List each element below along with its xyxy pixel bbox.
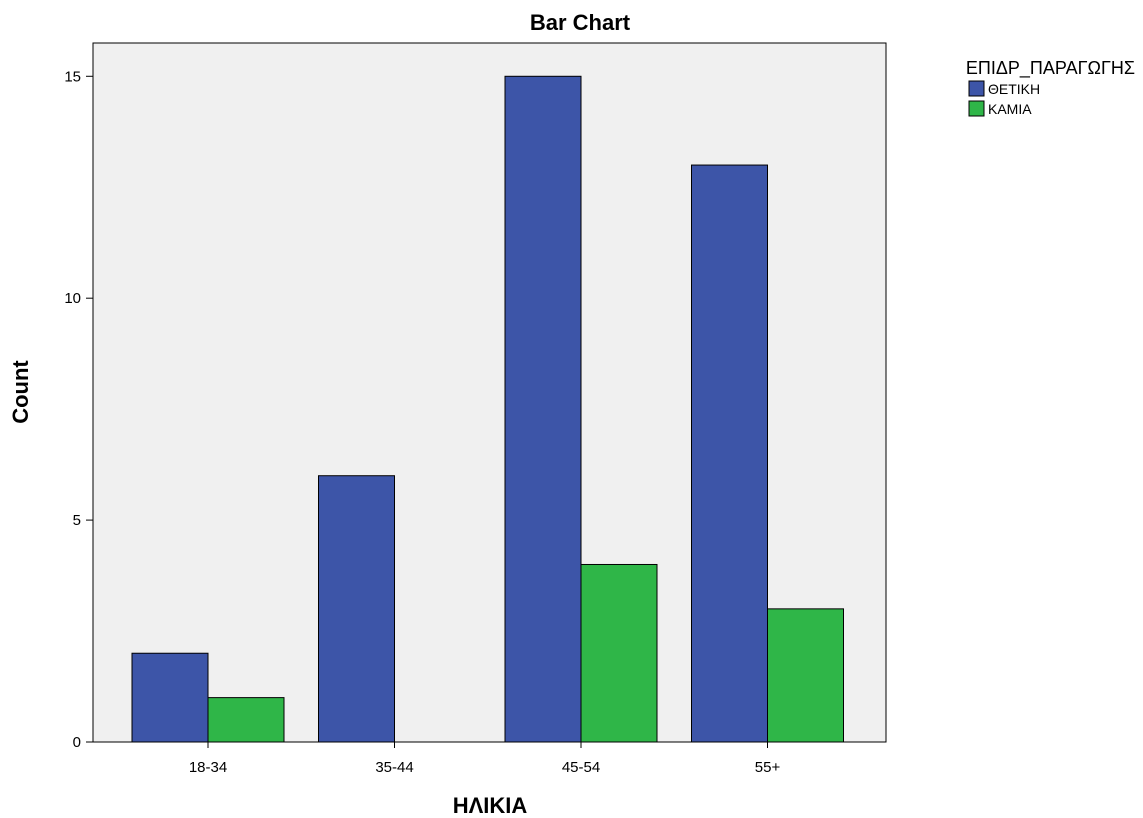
x-tick-label: 18-34 [189,759,227,776]
x-tick-label: 45-54 [562,759,600,776]
x-axis-title: ΗΛΙΚΙΑ [453,793,528,818]
legend-label: ΘΕΤΙΚΗ [988,81,1040,97]
y-tick-label: 0 [73,734,81,751]
y-tick-label: 10 [64,290,81,307]
bars-group [131,75,844,743]
bar-18-34-ΚΑΜΙΑ [207,697,285,743]
legend-swatch-ΚΑΜΙΑ [968,100,985,117]
bar-18-34-ΘΕΤΙΚΗ [131,652,209,743]
legend-swatch-ΘΕΤΙΚΗ [968,80,985,97]
y-tick-label: 5 [73,512,81,529]
bar-45-54-ΚΑΜΙΑ [580,563,658,743]
bar-55+-ΚΑΜΙΑ [767,608,844,743]
y-axis-title: Count [8,360,33,424]
y-axis: 0 5 10 15 [64,68,93,751]
legend-title: ΕΠΙΔΡ_ΠΑΡΑΓΩΓΗΣ [966,58,1135,79]
legend-label: ΚΑΜΙΑ [988,101,1032,117]
x-axis: 18-34 35-44 45-54 55+ [189,742,781,776]
bar-45-54-ΘΕΤΙΚΗ [504,75,582,743]
chart-title: Bar Chart [530,10,631,35]
x-tick-label: 35-44 [375,759,413,776]
y-tick-label: 15 [64,68,81,85]
legend: ΕΠΙΔΡ_ΠΑΡΑΓΩΓΗΣ ΘΕΤΙΚΗ ΚΑΜΙΑ [966,58,1135,117]
x-tick-label: 55+ [755,759,781,776]
bar-35-44-ΘΕΤΙΚΗ [318,475,395,743]
bar-55+-ΘΕΤΙΚΗ [691,164,768,743]
